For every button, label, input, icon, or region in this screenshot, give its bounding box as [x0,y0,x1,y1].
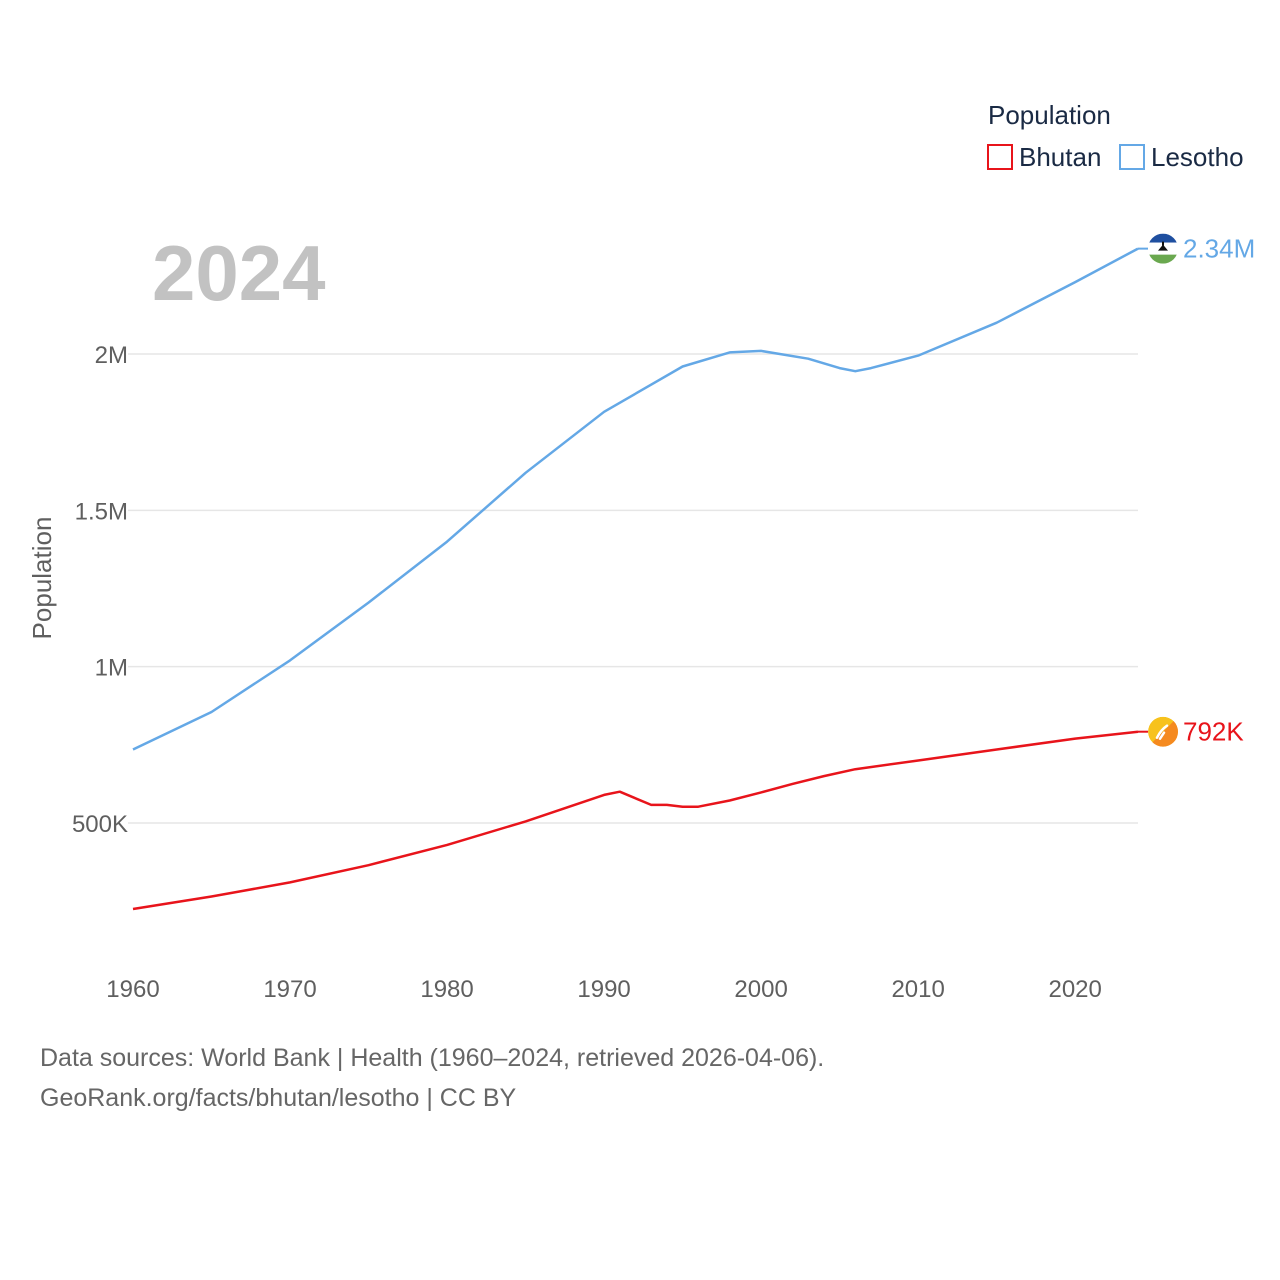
grid-lines [128,353,1138,824]
legend-swatch-bhutan [987,144,1013,170]
year-label: 2024 [152,229,326,317]
legend-label-lesotho: Lesotho [1151,142,1244,172]
x-tick-label: 2000 [734,976,787,1003]
footer-credit[interactable]: GeoRank.org/facts/bhutan/lesotho | CC BY [40,1084,517,1112]
end-label-bhutan: 792K [1183,717,1244,747]
x-axis-ticks: 1960 1970 1980 1990 2000 2010 2020 [106,976,1102,1003]
end-labels: 792K 2.34M [1138,233,1255,747]
x-tick-label: 1970 [263,976,316,1003]
end-label-lesotho: 2.34M [1183,234,1255,264]
x-tick-label: 1980 [420,976,473,1003]
x-tick-label: 1960 [106,976,159,1003]
bhutan-flag-icon [1148,716,1178,747]
legend[interactable]: Population Bhutan Lesotho [987,100,1244,172]
legend-item-lesotho[interactable]: Lesotho [1119,142,1244,172]
lesotho-flag-icon [1148,233,1178,264]
y-tick-label: 2M [95,342,128,369]
footer-sources: Data sources: World Bank | Health (1960–… [40,1044,825,1072]
legend-title: Population [988,100,1111,130]
y-tick-label: 500K [72,811,128,838]
x-tick-label: 2020 [1048,976,1101,1003]
series-line-bhutan [132,730,1139,911]
series-lines [132,247,1139,911]
x-tick-label: 1990 [577,976,630,1003]
y-tick-label: 1M [95,655,128,682]
y-axis-ticks: 500K 1M 1.5M 2M [72,342,128,838]
series-line-lesotho [132,247,1139,751]
y-axis-title: Population [27,517,57,640]
legend-item-bhutan[interactable]: Bhutan [987,142,1101,172]
y-tick-label: 1.5M [75,498,128,525]
legend-swatch-lesotho [1119,144,1145,170]
x-tick-label: 2010 [891,976,944,1003]
legend-label-bhutan: Bhutan [1019,142,1101,172]
